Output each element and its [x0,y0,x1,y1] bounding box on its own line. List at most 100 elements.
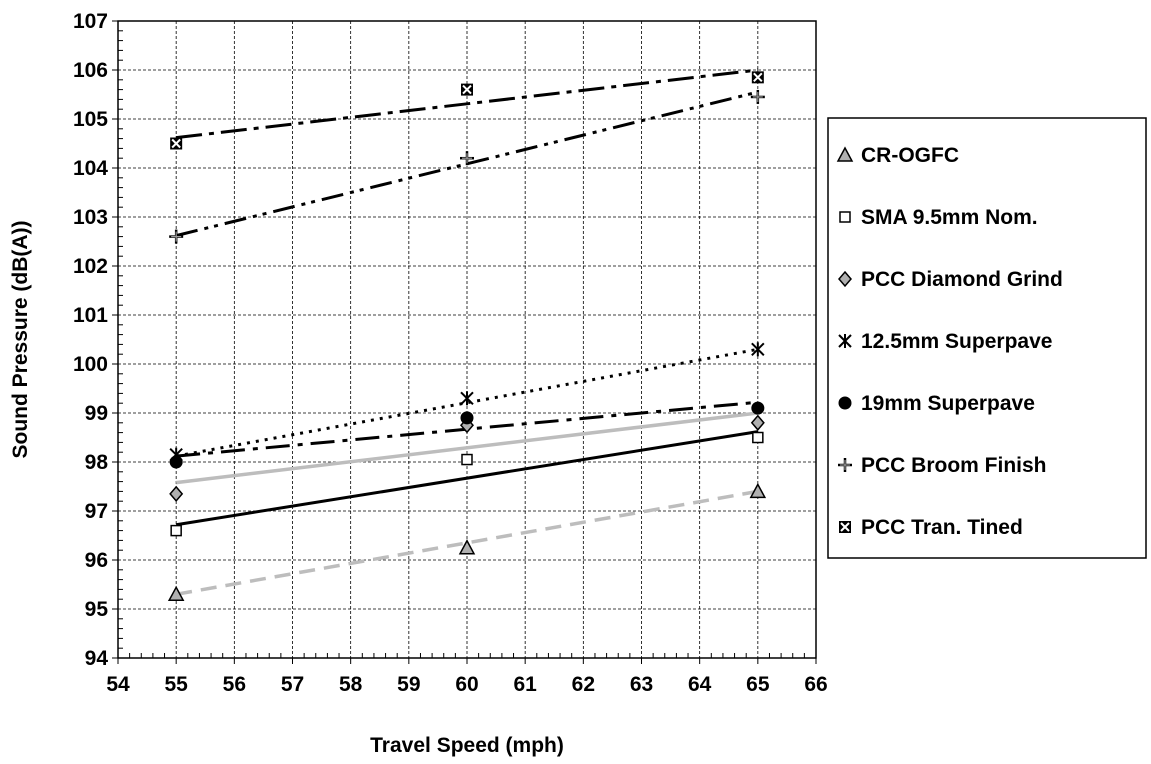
legend-item-cr-ogfc: CR-OGFC [836,144,959,167]
y-tick-label: 104 [73,157,108,180]
data-point-19mm-superpave [169,455,183,469]
plot-area-frame [117,20,817,659]
legend-label: SMA 9.5mm Nom. [861,206,1038,229]
grid [118,21,816,658]
y-tick-label: 101 [73,304,108,327]
x-tick-label: 59 [397,673,420,696]
legend-item-sma-9-5mm-nom: SMA 9.5mm Nom. [839,206,1038,229]
circle-marker-shape [751,401,765,415]
x-tick-label: 61 [513,673,537,696]
x-tick-label: 56 [223,673,246,696]
square-marker-shape [170,524,182,537]
trendline-pcc-diamond-grind [175,411,759,485]
circle-marker-shape [169,455,183,469]
x-tick-label: 60 [455,673,478,696]
legend-item-12-5mm-superpave: 12.5mm Superpave [838,330,1052,353]
x-tick-label: 63 [630,673,653,696]
x-tick-label: 57 [281,673,304,696]
x-tick-label: 55 [164,673,188,696]
cross-square-marker-stroke [171,138,181,149]
legend-marker-sma-9-5mm-nom [839,211,851,223]
x-tick-labels: 54 55 56 57 58 59 60 61 62 63 64 65 66 [106,673,827,696]
diamond-marker-shape [838,270,852,288]
data-point-pcc-tran-tined [751,71,764,84]
y-tick-label: 107 [73,10,108,33]
y-axis-title: Sound Pressure (dB(A)) [9,220,32,458]
data-point-sma-9-5mm-nom [170,524,182,537]
diamond-marker-shape [169,485,184,503]
x-tick-label: 66 [804,673,827,696]
triangle-marker-shape [836,146,854,162]
circle-marker-shape [460,411,474,425]
y-tick-label: 98 [85,451,109,474]
y-tick-label: 94 [85,647,109,670]
data-point-pcc-diamond-grind [750,414,765,431]
x-tick-label: 64 [688,673,712,696]
legend-item-pcc-diamond-grind: PCC Diamond Grind [838,268,1063,291]
x-tick-label: 65 [746,673,770,696]
cross-square-marker-stroke [753,72,763,83]
square-marker-shape [752,431,764,444]
data-point-pcc-tran-tined [461,83,473,96]
diamond-marker-shape [750,414,765,431]
data-point-pcc-diamond-grind [169,485,184,503]
triangle-marker-shape [458,539,476,555]
y-tick-label: 100 [73,353,108,376]
legend: CR-OGFC SMA 9.5mm Nom. PCC Diamond Grind 12… [827,117,1147,559]
y-tick-label: 105 [73,108,108,131]
data-point-cr-ogfc [749,482,767,499]
legend-label: 19mm Superpave [861,392,1035,415]
data-point-19mm-superpave [460,411,474,425]
x-tick-label: 54 [106,673,130,696]
y-tick-label: 95 [85,598,109,621]
data-point-sma-9-5mm-nom [752,431,764,444]
data-point-cr-ogfc [167,585,185,602]
legend-item-19mm-superpave: 19mm Superpave [838,392,1035,415]
legend-box [827,117,1147,559]
trendline-pcc-tran-tined [175,68,759,140]
legend-marker-cr-ogfc [836,146,854,162]
legend-marker-19mm-superpave [838,396,852,410]
square-marker-shape [461,453,473,466]
data-point-12-5mm-superpave [460,391,474,406]
legend-label: 12.5mm Superpave [861,330,1052,353]
data-point-pcc-broom-finish [169,229,184,244]
y-tick-label: 102 [73,255,108,278]
y-tick-label: 103 [73,206,108,229]
circle-marker-shape [838,396,852,410]
data-point-pcc-broom-finish [460,151,474,166]
data-markers [167,71,767,602]
x-tick-label: 58 [339,673,363,696]
legend-marker-pcc-diamond-grind [838,270,852,288]
x-tick-label: 62 [572,673,595,696]
y-tick-label: 96 [85,549,108,572]
square-marker-shape [839,211,851,223]
legend-label: PCC Diamond Grind [861,268,1063,291]
legend-label: PCC Tran. Tined [861,516,1023,539]
x-axis-title: Travel Speed (mph) [370,734,564,757]
legend-item-pcc-broom-finish: PCC Broom Finish [838,454,1047,477]
minor-ticks [112,20,817,664]
y-tick-label: 106 [73,59,108,82]
data-point-12-5mm-superpave [751,342,765,357]
cross-square-marker-stroke [462,84,472,95]
y-tick-label: 97 [85,500,108,523]
data-point-19mm-superpave [751,401,765,415]
legend-label: PCC Broom Finish [861,454,1047,477]
data-point-pcc-broom-finish [750,89,765,104]
y-tick-labels: 94 95 96 97 98 99 100 101 102 103 104 105 106 107 [73,10,108,670]
trendline-sma-9-5mm-nom [175,430,759,527]
legend-item-pcc-tran-tined: PCC Tran. Tined [839,516,1023,539]
legend-marker-12-5mm-superpave [838,334,852,348]
triangle-marker-shape [749,482,767,499]
legend-label: CR-OGFC [861,144,959,167]
legend-marker-pcc-tran-tined [839,521,851,533]
legend-marker-pcc-broom-finish [838,458,852,472]
cross-square-marker-stroke [840,522,850,532]
triangle-marker-shape [167,585,185,602]
data-point-cr-ogfc [458,539,476,555]
data-point-pcc-tran-tined [170,137,183,150]
y-tick-label: 99 [85,402,108,425]
data-point-sma-9-5mm-nom [461,453,473,466]
